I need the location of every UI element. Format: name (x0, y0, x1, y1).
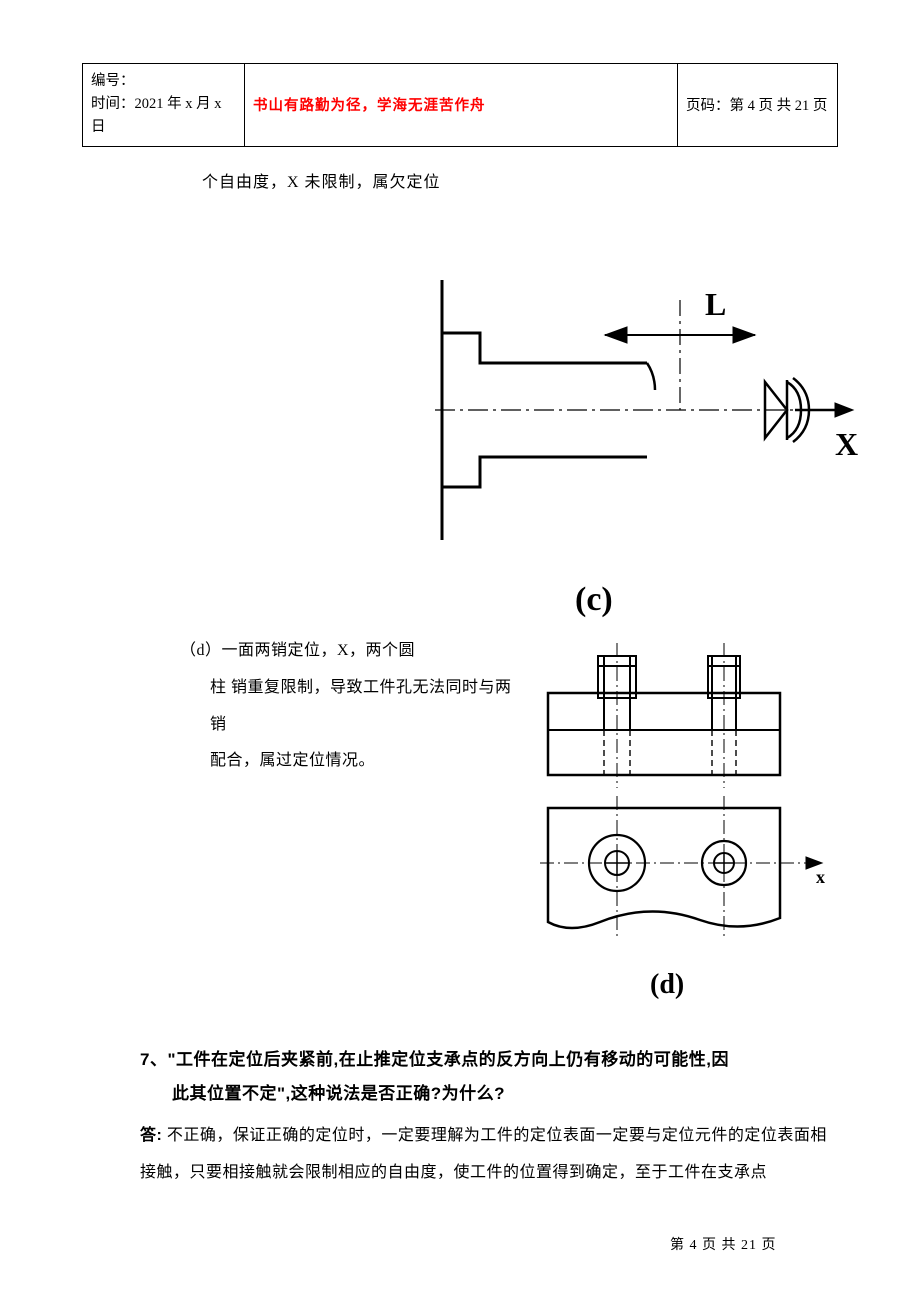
answer-7: 答: 不正确，保证正确的定位时，一定要理解为工件的定位表面一定要与定位元件的定位… (140, 1118, 840, 1192)
header-left: 编号： 时间：2021 年 x 月 x 日 (83, 64, 245, 147)
header-table: 编号： 时间：2021 年 x 月 x 日 书山有路勤为径，学海无涯苦作舟 页码… (82, 63, 838, 147)
header-center: 书山有路勤为径，学海无涯苦作舟 (245, 64, 678, 147)
para-d-line2: 柱 销重复限制，导致工件孔无法同时与两销 (210, 670, 525, 744)
answer-text: 不正确，保证正确的定位时，一定要理解为工件的定位表面一定要与定位元件的定位表面相… (140, 1127, 827, 1181)
page-footer: 第 4 页 共 21 页 (670, 1234, 777, 1254)
diagram-d-caption: (d) (650, 969, 684, 1000)
header-date: 时间：2021 年 x 月 x 日 (91, 93, 236, 139)
q7-line1: 7、"工件在定位后夹紧前,在止推定位支承点的反方向上仍有移动的可能性,因 (140, 1043, 838, 1077)
paragraph-continuation: 个自由度，X 未限制，属欠定位 (202, 168, 441, 192)
diagram-c: L X (c) (435, 245, 865, 625)
header-page: 页码：第 4 页 共 21 页 (678, 64, 838, 147)
header-id-label: 编号： (91, 70, 236, 93)
q7-line2: 此其位置不定",这种说法是否正确?为什么? (140, 1077, 838, 1111)
paragraph-d: （d）一面两销定位，X，两个圆 柱 销重复限制，导致工件孔无法同时与两销 配合，… (180, 633, 525, 780)
answer-label: 答: (140, 1127, 162, 1144)
para-d-line3: 配合，属过定位情况。 (210, 743, 525, 780)
diagram-c-label-X: X (835, 426, 858, 462)
para-d-line1: （d）一面两销定位，X，两个圆 (180, 633, 525, 670)
diagram-d: x (d) (540, 638, 830, 1008)
diagram-d-label-x: x (816, 867, 825, 887)
diagram-c-caption: (c) (575, 581, 613, 618)
diagram-c-label-L: L (705, 286, 726, 322)
question-7: 7、"工件在定位后夹紧前,在止推定位支承点的反方向上仍有移动的可能性,因 此其位… (140, 1043, 838, 1111)
